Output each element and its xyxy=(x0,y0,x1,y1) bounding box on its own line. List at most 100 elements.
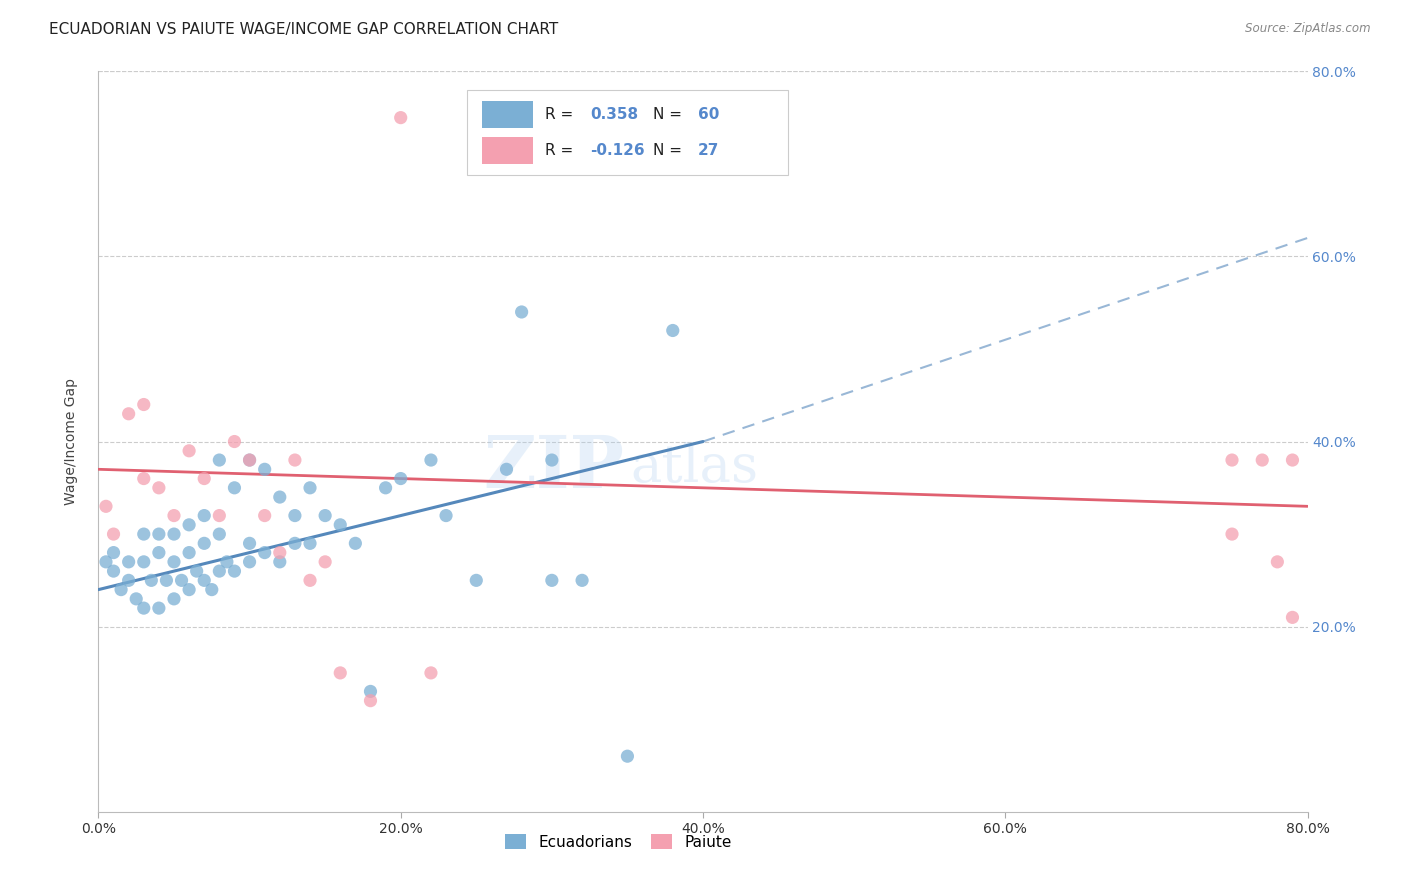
Point xyxy=(163,591,186,606)
Point xyxy=(148,527,170,541)
Point xyxy=(208,453,231,467)
Point xyxy=(103,545,125,560)
Point xyxy=(239,453,262,467)
Point xyxy=(495,462,517,476)
Point xyxy=(148,481,170,495)
Point xyxy=(616,749,638,764)
Text: N =: N = xyxy=(654,143,688,158)
Point xyxy=(314,508,336,523)
Point xyxy=(284,536,307,550)
Point xyxy=(193,508,215,523)
Point xyxy=(179,443,201,458)
Point xyxy=(389,111,412,125)
Point xyxy=(179,545,201,560)
Point xyxy=(132,601,155,615)
Legend: Ecuadorians, Paiute: Ecuadorians, Paiute xyxy=(499,828,738,856)
Point xyxy=(132,527,155,541)
Point xyxy=(239,453,262,467)
Point xyxy=(163,508,186,523)
Point xyxy=(314,555,336,569)
Point xyxy=(389,471,412,485)
Point xyxy=(571,574,593,588)
Point xyxy=(253,462,276,476)
Text: 60: 60 xyxy=(699,107,720,122)
Point xyxy=(118,555,141,569)
Point xyxy=(179,517,201,532)
Point xyxy=(132,397,155,411)
Point xyxy=(94,500,117,514)
Point xyxy=(118,574,141,588)
Point xyxy=(1267,555,1289,569)
Text: Source: ZipAtlas.com: Source: ZipAtlas.com xyxy=(1246,22,1371,36)
Point xyxy=(148,545,170,560)
Point xyxy=(253,545,276,560)
Point xyxy=(420,453,443,467)
Point xyxy=(103,527,125,541)
Point xyxy=(215,555,238,569)
Point xyxy=(163,555,186,569)
Point xyxy=(540,453,562,467)
Point xyxy=(253,508,276,523)
Point xyxy=(179,582,201,597)
Text: 0.358: 0.358 xyxy=(591,107,638,122)
Point xyxy=(662,324,685,338)
Point xyxy=(201,582,224,597)
Point xyxy=(193,536,215,550)
Text: atlas: atlas xyxy=(630,442,759,493)
Bar xyxy=(467,90,787,175)
Point xyxy=(344,536,367,550)
Point xyxy=(465,574,488,588)
Bar xyxy=(482,137,533,164)
Point xyxy=(299,481,322,495)
Point xyxy=(299,536,322,550)
Point xyxy=(208,564,231,578)
Point xyxy=(132,555,155,569)
Point xyxy=(1281,453,1303,467)
Point xyxy=(224,481,246,495)
Point xyxy=(1281,610,1303,624)
Point xyxy=(94,555,117,569)
Point xyxy=(1251,453,1274,467)
Point xyxy=(329,517,352,532)
Point xyxy=(239,555,262,569)
Point xyxy=(434,508,457,523)
Text: ZIP: ZIP xyxy=(484,432,624,503)
Point xyxy=(224,434,246,449)
Point xyxy=(193,574,215,588)
Point xyxy=(193,471,215,485)
Point xyxy=(374,481,396,495)
Point xyxy=(208,508,231,523)
Point xyxy=(186,564,208,578)
Point xyxy=(299,574,322,588)
Point xyxy=(155,574,177,588)
Point xyxy=(163,527,186,541)
Text: N =: N = xyxy=(654,107,688,122)
Text: R =: R = xyxy=(544,107,578,122)
Point xyxy=(420,665,443,680)
Point xyxy=(269,555,291,569)
Text: R =: R = xyxy=(544,143,578,158)
Point xyxy=(1220,527,1243,541)
Point xyxy=(148,601,170,615)
Text: -0.126: -0.126 xyxy=(591,143,645,158)
Point xyxy=(208,527,231,541)
Point xyxy=(360,694,382,708)
Point xyxy=(170,574,193,588)
Point xyxy=(360,684,382,698)
Y-axis label: Wage/Income Gap: Wage/Income Gap xyxy=(63,378,77,505)
Point xyxy=(125,591,148,606)
Point xyxy=(141,574,163,588)
Point xyxy=(329,665,352,680)
Point xyxy=(110,582,132,597)
Point xyxy=(1220,453,1243,467)
Point xyxy=(269,545,291,560)
Text: ECUADORIAN VS PAIUTE WAGE/INCOME GAP CORRELATION CHART: ECUADORIAN VS PAIUTE WAGE/INCOME GAP COR… xyxy=(49,22,558,37)
Point xyxy=(103,564,125,578)
Point xyxy=(510,305,533,319)
Point xyxy=(284,453,307,467)
Bar xyxy=(482,101,533,128)
Point xyxy=(132,471,155,485)
Point xyxy=(118,407,141,421)
Point xyxy=(239,536,262,550)
Point xyxy=(269,490,291,504)
